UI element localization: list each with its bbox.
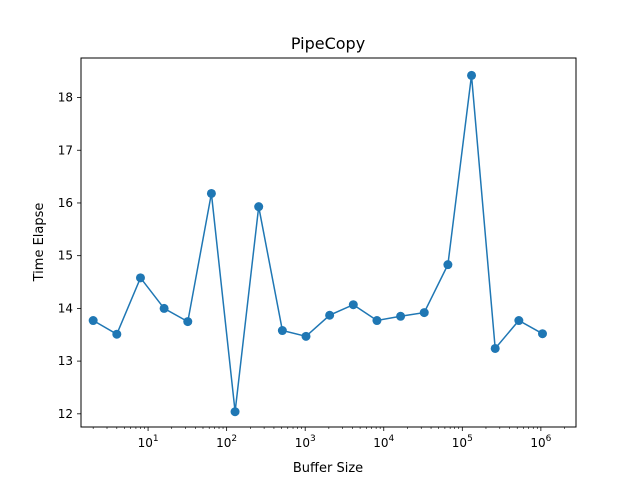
data-point bbox=[88, 316, 98, 326]
data-point bbox=[490, 343, 500, 353]
series-line bbox=[92, 75, 543, 412]
plot-area bbox=[80, 57, 577, 428]
x-tick-label: 105 bbox=[452, 434, 473, 450]
x-tick-label: 102 bbox=[216, 434, 237, 450]
data-point bbox=[514, 316, 524, 326]
y-tick-label: 16 bbox=[58, 196, 73, 210]
x-tick-label: 101 bbox=[138, 434, 159, 450]
chart-title: PipeCopy bbox=[291, 34, 365, 53]
x-axis: 101 102 103 104 105 106 bbox=[92, 427, 565, 450]
y-axis-label: Time Elapse bbox=[32, 203, 47, 283]
y-tick-label: 18 bbox=[58, 91, 73, 105]
series-pipecopy bbox=[88, 70, 547, 417]
x-axis-label: Buffer Size bbox=[293, 461, 363, 476]
data-point bbox=[396, 311, 406, 321]
y-tick-label: 14 bbox=[58, 301, 73, 315]
data-point bbox=[254, 202, 264, 212]
data-point bbox=[443, 260, 453, 270]
data-point bbox=[112, 329, 122, 339]
x-tick-label: 106 bbox=[530, 434, 551, 450]
y-tick-label: 12 bbox=[58, 407, 73, 421]
y-tick-label: 15 bbox=[58, 249, 73, 263]
data-point bbox=[301, 331, 311, 341]
data-point bbox=[277, 326, 287, 336]
data-point bbox=[159, 303, 169, 313]
data-point bbox=[325, 310, 335, 320]
data-point bbox=[183, 317, 193, 327]
data-point bbox=[348, 300, 358, 310]
data-point bbox=[135, 273, 145, 283]
data-point bbox=[537, 329, 547, 339]
y-axis: 12 13 14 15 16 17 18 bbox=[58, 91, 81, 421]
x-tick-label: 104 bbox=[373, 434, 394, 450]
data-point bbox=[467, 70, 477, 80]
y-tick-label: 13 bbox=[58, 354, 73, 368]
data-point bbox=[206, 188, 216, 198]
y-tick-label: 17 bbox=[58, 143, 73, 157]
x-tick-label: 103 bbox=[295, 434, 316, 450]
data-point bbox=[419, 308, 429, 318]
data-point bbox=[372, 316, 382, 326]
data-point bbox=[230, 407, 240, 417]
